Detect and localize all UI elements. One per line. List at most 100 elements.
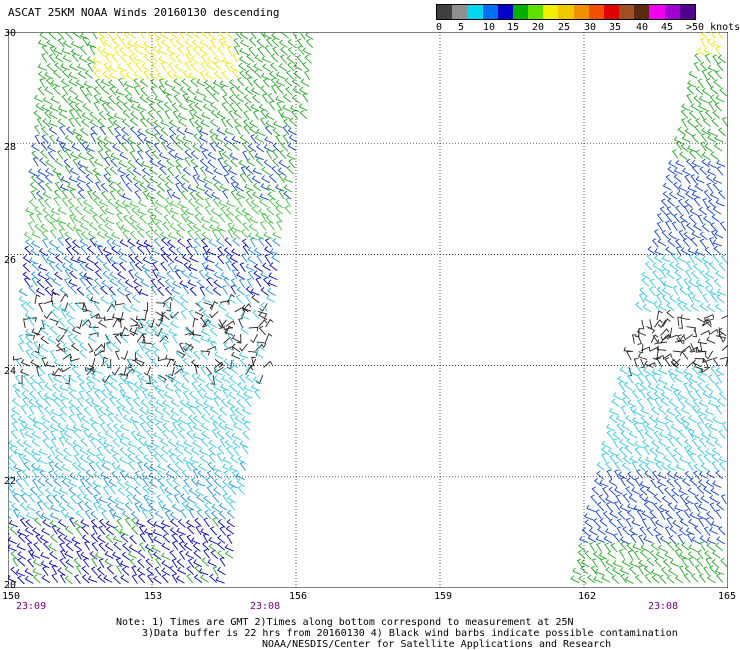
wind-barb [255,157,264,167]
wind-barb [68,302,76,312]
wind-barb [26,503,36,512]
wind-barb [89,207,98,216]
wind-barb [49,325,58,335]
wind-barb [77,189,85,200]
wind-barb [36,213,42,223]
wind-barb [699,471,708,479]
wind-barb [669,559,679,568]
wind-barb [22,439,32,448]
wind-barb [680,406,690,415]
wind-barb [257,46,265,57]
wind-barb [54,62,63,72]
wind-barb [239,461,246,471]
wind-barb [705,383,714,393]
wind-barb [222,94,229,105]
wind-barb [637,366,644,377]
wind-barb [72,445,80,455]
wind-barb [701,158,710,168]
wind-barb [192,423,202,432]
wind-barb [34,94,44,103]
wind-barb [163,391,173,400]
wind-barb [138,542,146,552]
wind-barb [626,510,635,520]
wind-barb [270,53,279,63]
wind-barb [687,414,697,423]
wind-barb [18,296,28,304]
wind-barb [44,382,53,392]
wind-barb [597,526,606,535]
wind-barb [162,221,170,232]
wind-barb [44,86,54,95]
wind-barb [169,200,179,208]
wind-barb [687,80,697,88]
wind-barb [225,320,236,327]
wind-barb [116,564,123,575]
wind-barb [695,348,706,353]
wind-barb [60,176,70,184]
wind-barb [214,55,224,63]
wind-barb [146,32,153,40]
wind-barb [158,374,167,383]
wind-barb [705,479,715,488]
wind-barb [254,153,264,161]
wind-barb [705,270,714,279]
wind-barb [644,261,653,271]
wind-barb [103,39,113,48]
wind-barb [129,142,136,152]
wind-barb [681,103,691,112]
wind-barb [247,256,256,265]
wind-barb [255,343,265,352]
wind-barb [20,383,29,393]
wind-barb [101,375,111,385]
wind-barb [143,454,152,463]
wind-barb [182,93,189,104]
wind-barb [131,574,138,584]
wind-barb [238,56,248,65]
wind-barb [79,222,89,231]
wind-barb [697,549,704,560]
wind-barb [186,430,195,440]
wind-barb [169,565,177,575]
wind-barb [170,407,180,416]
wind-barb [191,335,201,343]
wind-barb [133,278,142,287]
wind-barb [58,436,65,447]
wind-barb [107,116,115,127]
wind-barb [217,254,225,265]
wind-barbs [8,32,728,585]
wind-barb [236,85,245,95]
wind-barb [171,295,181,304]
wind-barb [663,280,673,289]
wind-barb [605,461,613,471]
wind-barb [677,126,686,136]
wind-barb [56,172,63,183]
wind-barb [138,318,146,328]
wind-barb [128,269,135,279]
wind-barb [52,86,61,96]
wind-barb [240,166,247,176]
wind-barb [56,342,64,352]
wind-barb [125,486,134,496]
wind-barb [227,295,237,304]
wind-barb [217,541,225,551]
wind-barb [691,165,700,175]
wind-barb [113,541,122,551]
wind-barb [706,511,715,520]
wind-barb [159,231,169,240]
wind-barb [224,423,234,431]
wind-barb [712,550,721,559]
wind-barb [177,422,186,432]
wind-barb [73,557,81,567]
wind-barb [103,316,114,321]
wind-barb [679,518,689,527]
wind-barb [136,327,146,336]
wind-barb [130,324,140,330]
wind-barb [74,574,81,584]
wind-barb [90,510,99,520]
wind-barb [712,239,722,247]
wind-barb [187,414,196,425]
wind-barb [266,206,275,216]
wind-barb [235,94,244,103]
wind-barb [296,38,304,48]
wind-barb [688,278,697,288]
